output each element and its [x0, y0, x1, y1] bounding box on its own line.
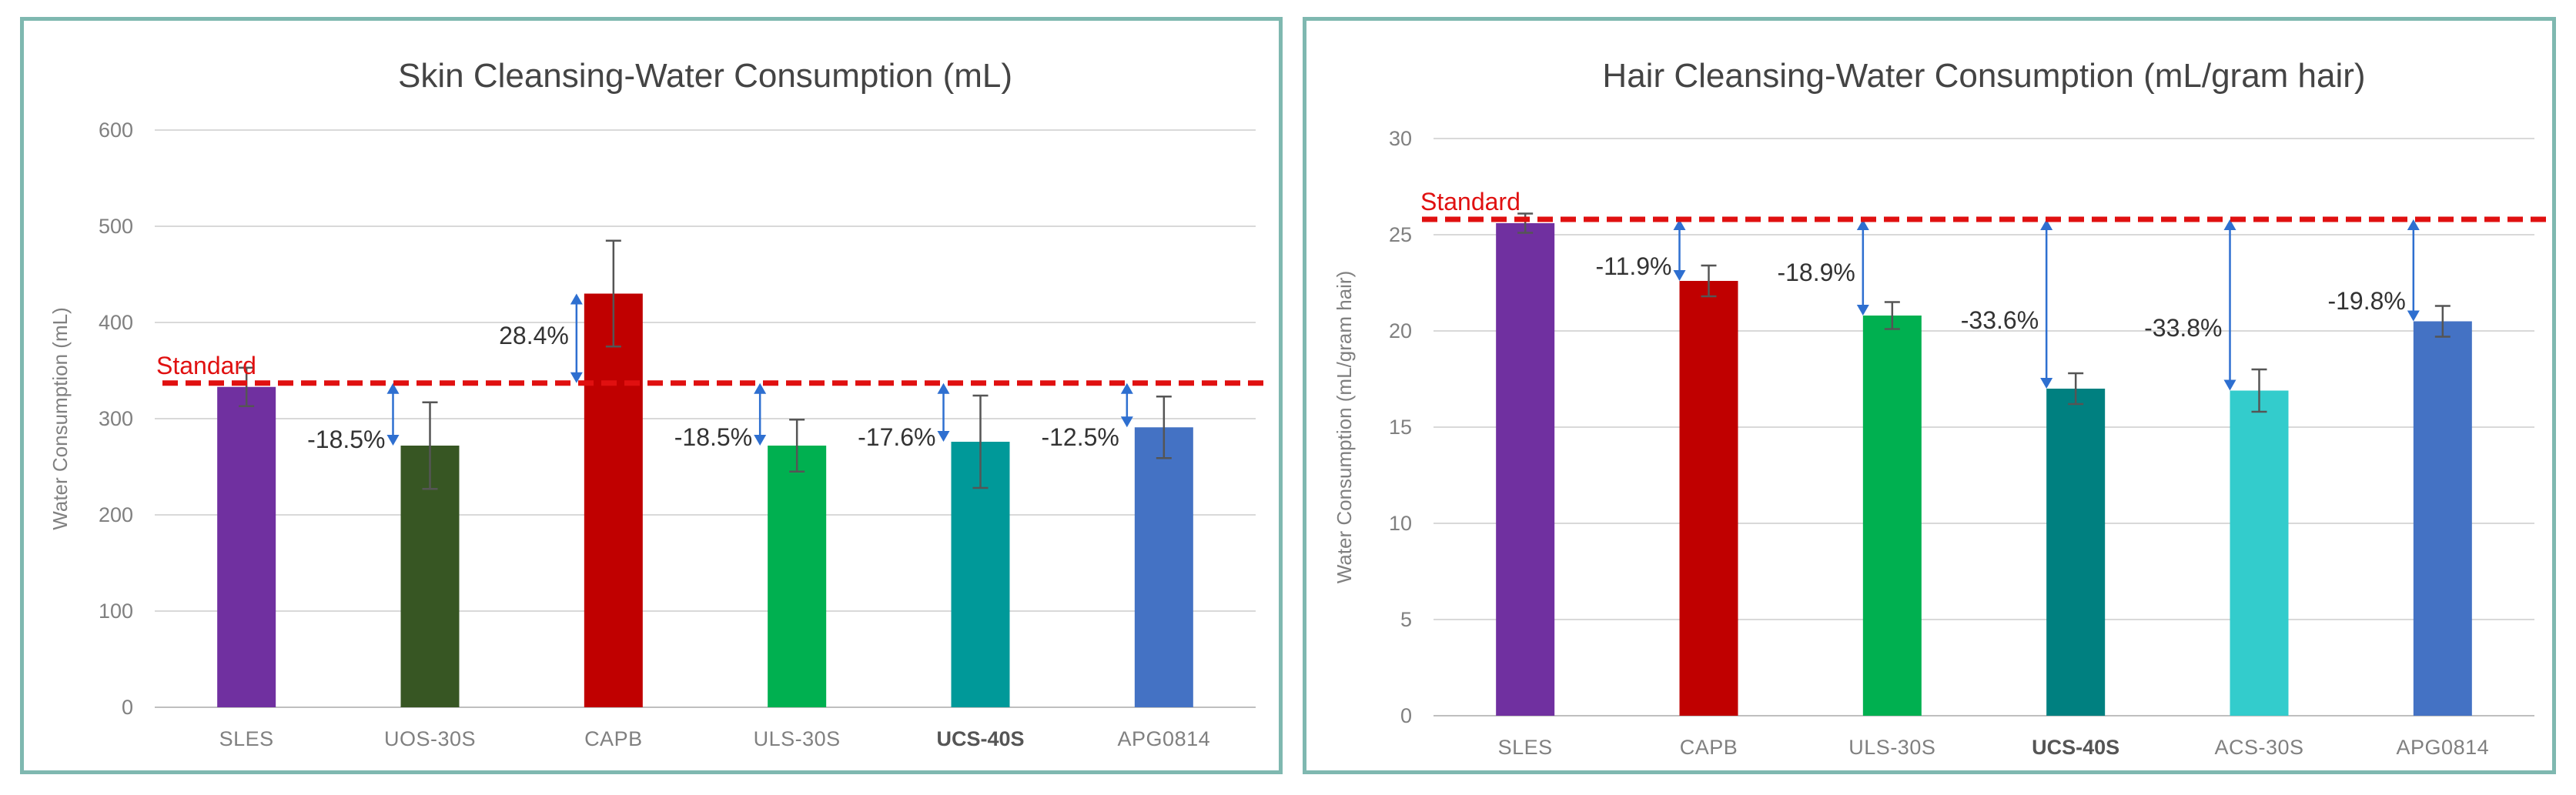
x-tick-label: UOS-30S: [384, 727, 476, 750]
error-bar: [1701, 264, 1717, 298]
arrowhead-down: [2407, 310, 2420, 322]
x-tick-label: APG0814: [1118, 727, 1211, 750]
percent-change-label: 28.4%: [499, 322, 569, 349]
hair-cleansing-chart-panel: Hair Cleansing-Water Consumption (mL/gra…: [1303, 17, 2556, 774]
skin-cleansing-chart: Skin Cleansing-Water Consumption (mL) Wat…: [49, 57, 1271, 750]
difference-arrow: [570, 293, 583, 383]
bar-apg0814: [2413, 321, 2472, 716]
difference-arrow: [2223, 219, 2236, 391]
difference-arrow: [1856, 219, 1869, 316]
percent-change-label: -12.5%: [1041, 423, 1119, 451]
x-tick-label: ULS-30S: [1848, 736, 1935, 759]
bar-capb: [1679, 281, 1738, 716]
difference-arrow: [937, 382, 950, 442]
hair-cleansing-chart: Hair Cleansing-Water Consumption (mL/gra…: [1333, 57, 2550, 759]
percent-change-label: -17.6%: [858, 423, 935, 451]
chart-title: Hair Cleansing-Water Consumption (mL/gra…: [1602, 57, 2365, 95]
error-bar: [1156, 396, 1172, 459]
standard-label: Standard: [1420, 188, 1521, 215]
error-bar: [605, 239, 621, 348]
difference-arrow: [2040, 219, 2053, 389]
y-tick-label: 10: [1389, 512, 1412, 535]
difference-arrow: [2407, 219, 2420, 322]
y-tick-label: 600: [99, 119, 133, 142]
x-tick-label: SLES: [219, 727, 274, 750]
percent-change-label: -18.5%: [307, 426, 385, 453]
x-tick-label: SLES: [1498, 736, 1553, 759]
arrowhead-up: [2407, 219, 2420, 230]
difference-arrow: [386, 382, 400, 446]
y-tick-label: 20: [1389, 319, 1412, 342]
y-axis-label: Water Consumption (mL/gram hair): [1333, 271, 1356, 584]
error-bar: [2251, 368, 2267, 413]
arrowhead-up: [1856, 219, 1869, 230]
arrowhead-up: [754, 382, 767, 394]
difference-arrow: [754, 382, 767, 446]
standard-label: Standard: [156, 352, 256, 379]
arrowhead-down: [1856, 305, 1869, 316]
arrowhead-up: [570, 293, 583, 305]
percent-change-label: -11.9%: [1595, 252, 1671, 280]
arrowhead-down: [2223, 379, 2236, 391]
x-tick-label: CAPB: [584, 727, 643, 750]
x-tick-label: APG0814: [2397, 736, 2490, 759]
bar-capb: [584, 293, 643, 707]
error-bar: [972, 394, 989, 489]
arrowhead-down: [386, 435, 400, 446]
bar-uls-30s: [1862, 316, 1922, 716]
arrowhead-down: [1120, 416, 1133, 428]
bar-acs-30s: [2230, 390, 2289, 716]
arrowhead-down: [754, 435, 767, 446]
bar-sles: [217, 386, 276, 707]
arrowhead-down: [2040, 378, 2053, 389]
bar-uls-30s: [768, 446, 827, 707]
percent-change-label: -33.6%: [1961, 306, 2039, 334]
x-tick-label: UCS-40S: [2032, 736, 2119, 759]
arrowhead-up: [937, 382, 950, 394]
y-tick-label: 300: [99, 407, 133, 430]
error-bar: [2434, 305, 2451, 338]
bar-apg0814: [1134, 427, 1193, 707]
percent-change-label: -18.5%: [674, 423, 752, 451]
y-tick-label: 5: [1400, 608, 1412, 631]
difference-arrow: [1120, 382, 1133, 428]
x-tick-label: ULS-30S: [754, 727, 841, 750]
difference-arrow: [1673, 219, 1686, 281]
percent-change-label: -19.8%: [2327, 287, 2405, 315]
x-tick-label: ACS-30S: [2214, 736, 2303, 759]
y-tick-label: 30: [1389, 127, 1412, 150]
arrowhead-up: [1673, 219, 1686, 230]
error-bar: [789, 419, 805, 473]
arrowhead-up: [2223, 219, 2236, 230]
percent-change-label: -33.8%: [2144, 314, 2222, 342]
arrowhead-up: [386, 382, 400, 394]
arrowhead-down: [570, 372, 583, 383]
arrowhead-down: [1673, 270, 1686, 281]
arrowhead-up: [2040, 219, 2053, 230]
y-tick-label: 400: [99, 311, 133, 334]
error-bar: [239, 366, 255, 407]
y-tick-label: 0: [1400, 704, 1412, 727]
y-tick-label: 15: [1389, 416, 1412, 439]
y-tick-label: 0: [122, 696, 133, 719]
y-tick-label: 500: [99, 215, 133, 238]
x-tick-label: CAPB: [1680, 736, 1738, 759]
y-tick-label: 100: [99, 600, 133, 623]
skin-cleansing-chart-panel: Skin Cleansing-Water Consumption (mL) Wat…: [20, 17, 1283, 774]
y-tick-label: 25: [1389, 223, 1412, 246]
percent-change-label: -18.9%: [1777, 259, 1855, 286]
x-tick-label: UCS-40S: [936, 727, 1024, 750]
y-axis-label: Water Consumption (mL): [49, 307, 72, 529]
bar-ucs-40s: [2046, 389, 2106, 716]
arrowhead-up: [1120, 382, 1133, 394]
error-bar: [1884, 301, 1900, 330]
y-tick-label: 200: [99, 503, 133, 526]
error-bar: [2068, 372, 2084, 406]
error-bar: [422, 401, 438, 490]
arrowhead-down: [937, 431, 950, 442]
chart-title: Skin Cleansing-Water Consumption (mL): [398, 57, 1012, 95]
bar-sles: [1496, 223, 1555, 716]
